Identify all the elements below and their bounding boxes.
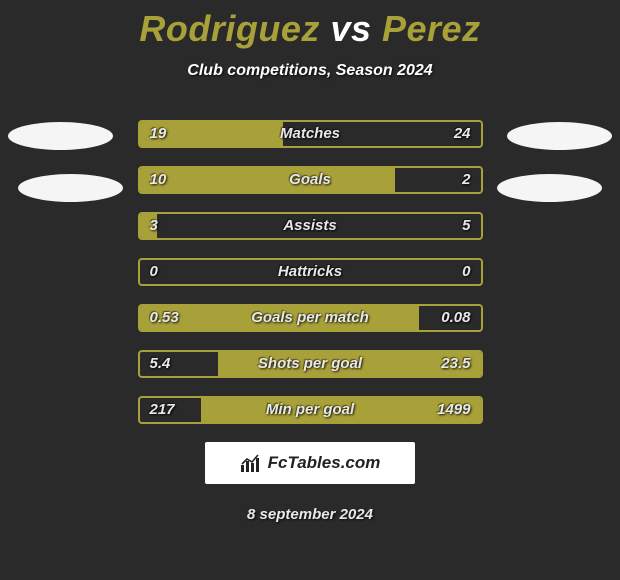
stat-label: Assists: [140, 214, 481, 238]
date-text: 8 september 2024: [0, 506, 620, 523]
stat-label: Shots per goal: [140, 352, 481, 376]
comparison-container: 1924Matches 102Goals 35Assists 00Hattricks 0…: [0, 120, 620, 424]
stat-row: 00Hattricks: [138, 258, 483, 286]
avatar-left-placeholder-1: [8, 122, 113, 150]
logo-badge: FcTables.com: [205, 442, 415, 484]
stat-row: 5.423.5Shots per goal: [138, 350, 483, 378]
player-left-name: Rodriguez: [139, 8, 320, 49]
avatar-left-placeholder-2: [18, 174, 123, 202]
title-vs: vs: [330, 8, 371, 49]
logo-text: FcTables.com: [268, 453, 381, 473]
stat-row: 0.530.08Goals per match: [138, 304, 483, 332]
stat-bars: 1924Matches 102Goals 35Assists 00Hattricks 0…: [138, 120, 483, 424]
subtitle: Club competitions, Season 2024: [0, 62, 620, 80]
stat-row: 102Goals: [138, 166, 483, 194]
page-title: Rodriguez vs Perez: [0, 0, 620, 50]
stat-label: Goals: [140, 168, 481, 192]
stat-label: Matches: [140, 122, 481, 146]
avatar-right-placeholder-2: [497, 174, 602, 202]
stat-label: Min per goal: [140, 398, 481, 422]
fctables-logo-icon: [240, 453, 262, 473]
stat-row: 1924Matches: [138, 120, 483, 148]
stat-label: Goals per match: [140, 306, 481, 330]
player-right-name: Perez: [382, 8, 481, 49]
avatar-right-placeholder-1: [507, 122, 612, 150]
stat-row: 35Assists: [138, 212, 483, 240]
stat-label: Hattricks: [140, 260, 481, 284]
stat-row: 2171499Min per goal: [138, 396, 483, 424]
